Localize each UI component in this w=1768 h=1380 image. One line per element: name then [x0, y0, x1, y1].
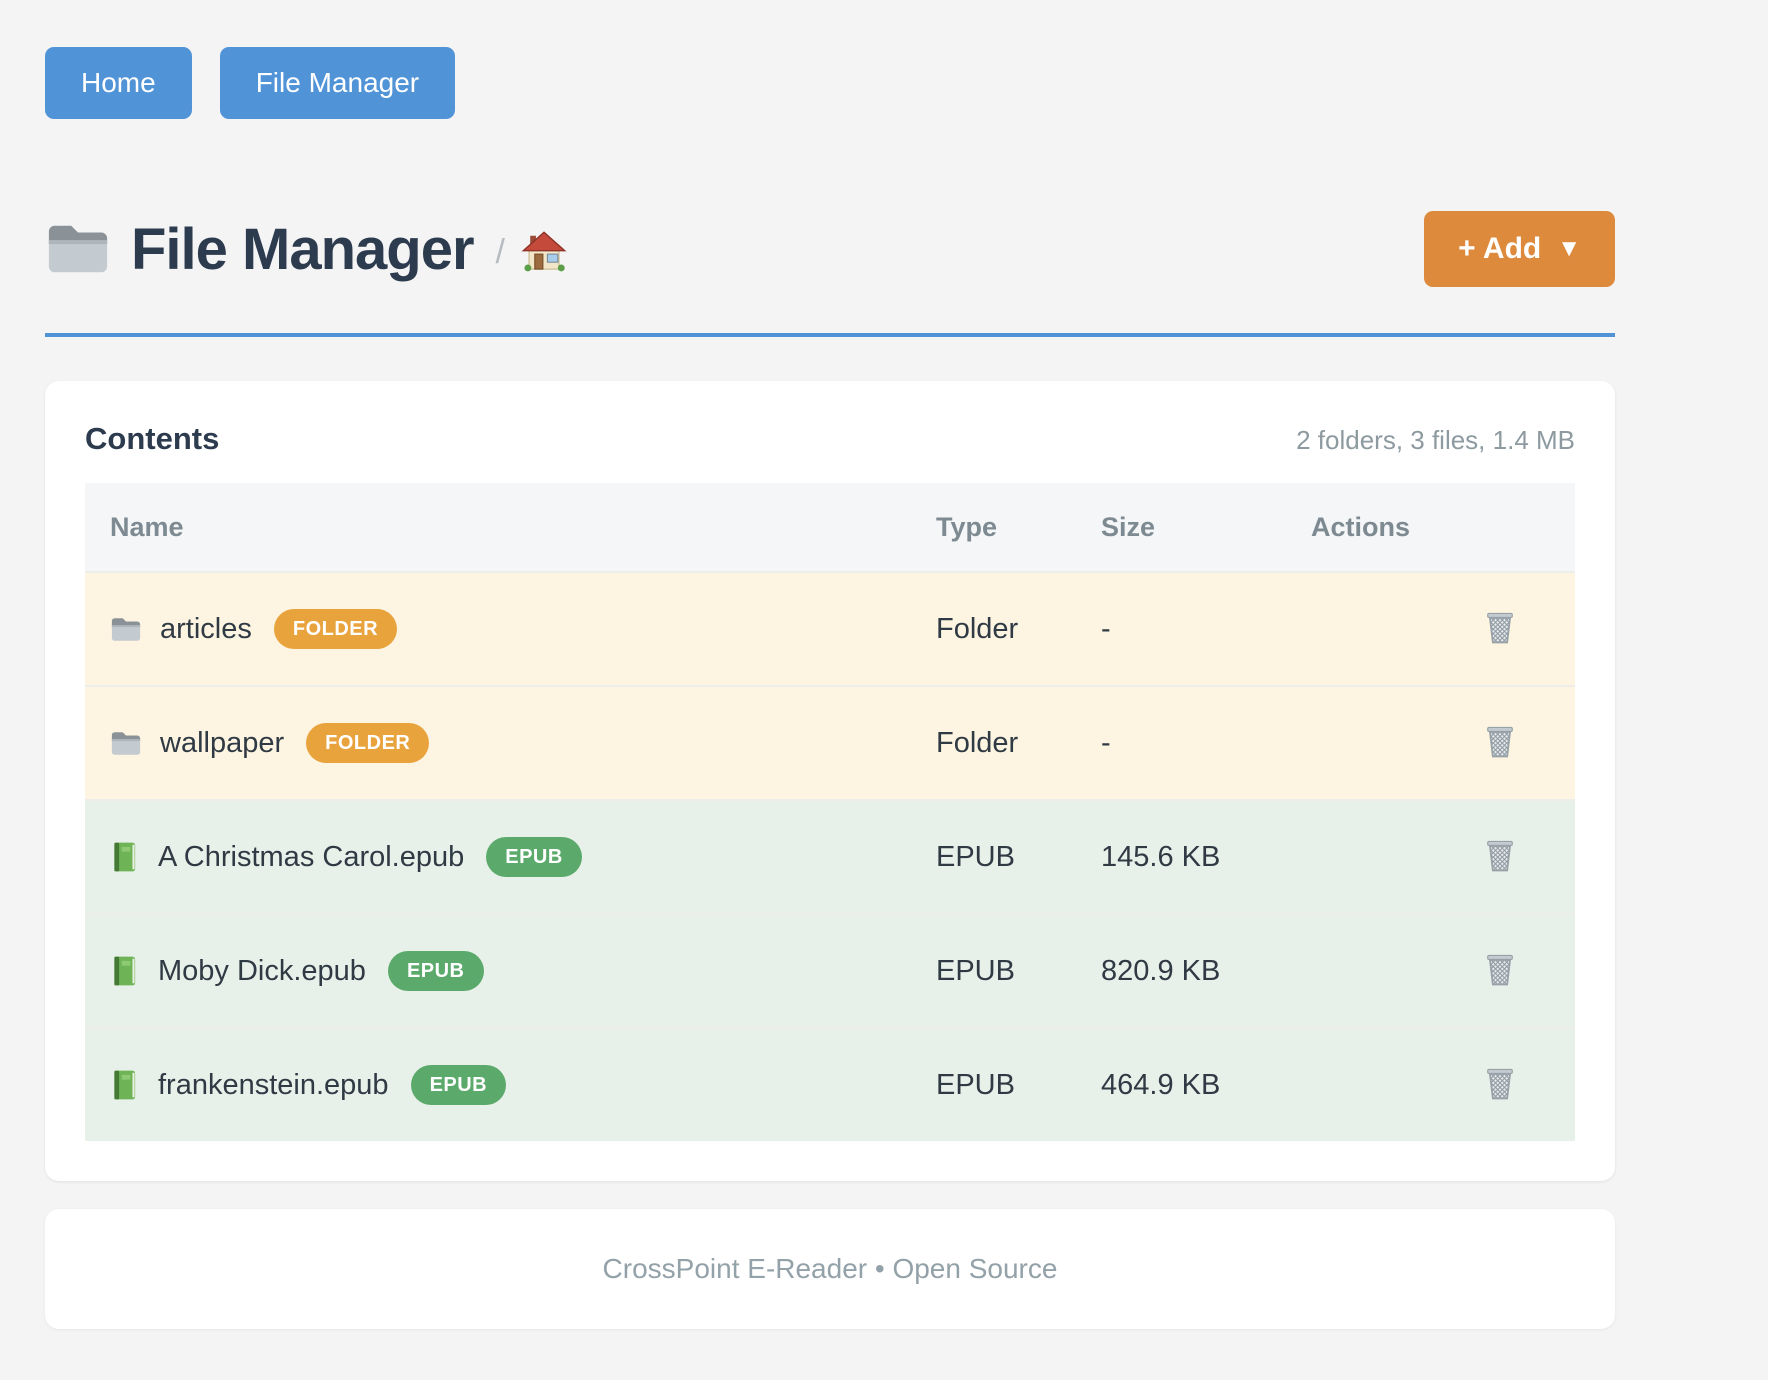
delete-button[interactable]: [1478, 833, 1522, 882]
trash-icon: [1482, 723, 1518, 764]
file-size: 145.6 KB: [1101, 840, 1221, 873]
actions-cell: [1295, 719, 1575, 768]
folder-icon: [110, 730, 142, 757]
file-badge: EPUB: [486, 837, 582, 877]
green-book-icon: [110, 955, 140, 987]
file-type: Folder: [936, 726, 1019, 759]
table-header-row: Name Type Size Actions: [85, 483, 1575, 571]
file-badge: EPUB: [410, 1065, 507, 1105]
add-button-label: + Add: [1458, 232, 1542, 265]
title-underline: [45, 333, 1615, 337]
file-size: 820.9 KB: [1101, 954, 1221, 987]
trash-icon: [1482, 837, 1518, 878]
file-size: -: [1101, 612, 1111, 645]
delete-button[interactable]: [1478, 947, 1522, 996]
file-name[interactable]: Moby Dick.epub: [158, 954, 366, 987]
actions-cell: [1295, 833, 1575, 882]
folder-icon: [110, 616, 142, 643]
table-row[interactable]: frankenstein.epub EPUB EPUB 464.9 KB: [85, 1027, 1575, 1141]
breadcrumb-separator: /: [495, 232, 505, 271]
contents-title: Contents: [85, 421, 220, 456]
home-icon[interactable]: [521, 230, 567, 276]
table-row[interactable]: wallpaper FOLDER Folder -: [85, 685, 1575, 799]
page-header: File Manager / + Add ▼: [45, 211, 1615, 287]
actions-cell: [1295, 605, 1575, 654]
file-name[interactable]: articles: [160, 612, 252, 645]
file-name[interactable]: A Christmas Carol.epub: [158, 840, 465, 873]
name-cell: wallpaper FOLDER: [85, 723, 920, 763]
file-table-body: articles FOLDER Folder -: [85, 571, 1575, 1141]
file-type: EPUB: [936, 1068, 1015, 1101]
file-name[interactable]: frankenstein.epub: [158, 1068, 389, 1101]
file-manager-button[interactable]: File Manager: [219, 47, 456, 119]
green-book-icon: [110, 1069, 140, 1101]
actions-cell: [1295, 947, 1575, 996]
footer-text: CrossPoint E-Reader • Open Source: [602, 1253, 1058, 1284]
contents-card: Contents 2 folders, 3 files, 1.4 MB Name…: [45, 381, 1615, 1181]
column-header-size: Size: [1101, 511, 1156, 542]
contents-card-header: Contents 2 folders, 3 files, 1.4 MB: [85, 421, 1575, 457]
page: Home File Manager File Manager /: [45, 0, 1615, 1329]
title-group: File Manager /: [45, 216, 567, 283]
table-row[interactable]: A Christmas Carol.epub EPUB EPUB 145.6 K…: [85, 799, 1575, 913]
delete-button[interactable]: [1478, 1061, 1522, 1110]
home-button[interactable]: Home: [45, 47, 192, 119]
file-type: Folder: [936, 612, 1019, 645]
file-type: EPUB: [936, 954, 1015, 987]
file-badge: FOLDER: [306, 723, 430, 763]
delete-button[interactable]: [1478, 719, 1522, 768]
name-cell: Moby Dick.epub EPUB: [85, 951, 920, 991]
name-cell: A Christmas Carol.epub EPUB: [85, 837, 920, 877]
footer: CrossPoint E-Reader • Open Source: [45, 1209, 1615, 1329]
green-book-icon: [110, 841, 140, 873]
chevron-down-icon: ▼: [1557, 235, 1581, 262]
trash-icon: [1482, 609, 1518, 650]
column-header-type: Type: [936, 511, 998, 542]
trash-icon: [1482, 1065, 1518, 1106]
delete-button[interactable]: [1478, 605, 1522, 654]
file-badge: EPUB: [387, 951, 484, 991]
file-type: EPUB: [936, 840, 1015, 873]
file-size: -: [1101, 726, 1111, 759]
column-header-actions: Actions: [1311, 511, 1411, 542]
page-title: File Manager: [131, 216, 475, 282]
name-cell: frankenstein.epub EPUB: [85, 1065, 920, 1105]
file-badge: FOLDER: [273, 609, 398, 649]
name-cell: articles FOLDER: [85, 609, 920, 649]
column-header-name: Name: [110, 511, 184, 542]
file-name[interactable]: wallpaper: [160, 726, 285, 759]
file-table: Name Type Size Actions: [85, 483, 1575, 1141]
actions-cell: [1295, 1061, 1575, 1110]
table-row[interactable]: Moby Dick.epub EPUB EPUB 820.9 KB: [85, 913, 1575, 1027]
file-size: 464.9 KB: [1101, 1068, 1221, 1101]
add-button[interactable]: + Add ▼: [1424, 211, 1615, 287]
contents-summary: 2 folders, 3 files, 1.4 MB: [1296, 425, 1575, 455]
folder-icon: [45, 221, 111, 277]
trash-icon: [1482, 951, 1518, 992]
top-nav: Home File Manager: [45, 47, 1615, 119]
table-row[interactable]: articles FOLDER Folder -: [85, 571, 1575, 685]
